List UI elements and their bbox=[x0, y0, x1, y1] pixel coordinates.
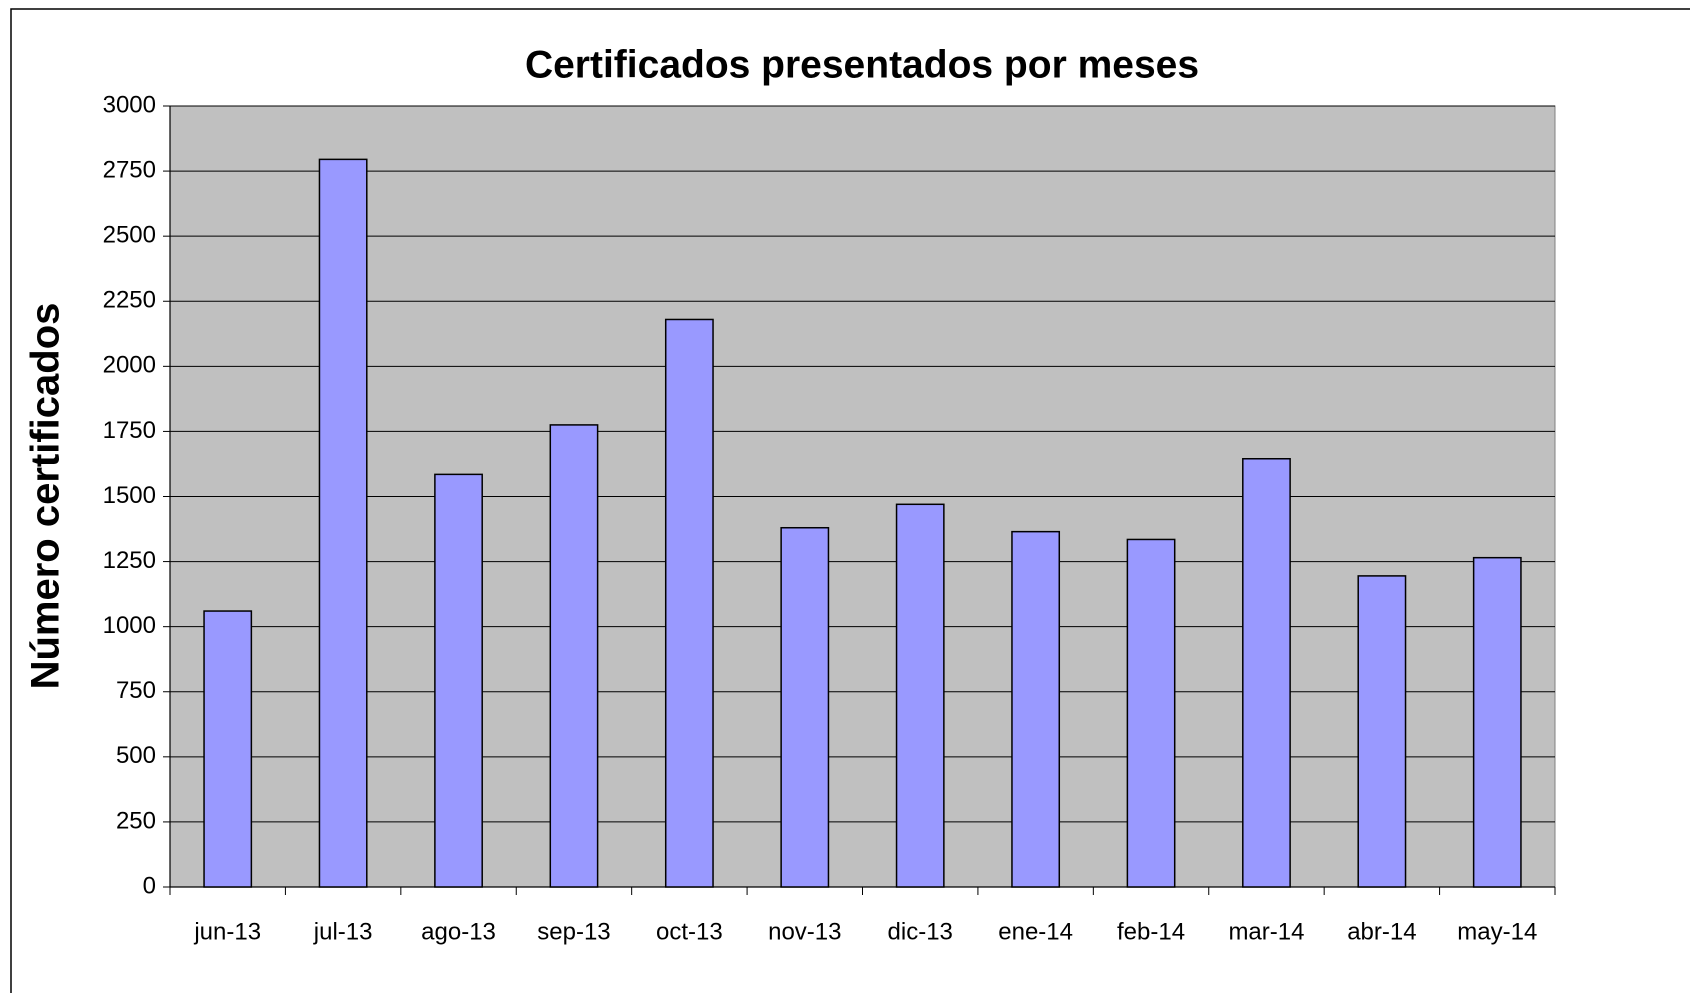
x-tick-label: abr-14 bbox=[1347, 918, 1416, 945]
bar bbox=[434, 473, 483, 888]
y-tick-label: 3000 bbox=[103, 91, 156, 118]
y-tick-label: 1250 bbox=[103, 547, 156, 574]
y-tick-label: 250 bbox=[116, 807, 156, 834]
x-tick-label: may-14 bbox=[1457, 918, 1537, 945]
x-tick-label: ago-13 bbox=[421, 918, 496, 945]
y-tick-label: 2750 bbox=[103, 156, 156, 183]
bar bbox=[318, 158, 368, 888]
bar bbox=[1357, 575, 1407, 888]
x-tick-label: sep-13 bbox=[537, 918, 610, 945]
bar bbox=[664, 318, 714, 888]
x-tick-label: ene-14 bbox=[998, 918, 1073, 945]
chart-title: Certificados presentados por meses bbox=[525, 43, 1199, 86]
y-tick-label: 750 bbox=[116, 677, 156, 704]
y-tick-label: 0 bbox=[143, 872, 156, 899]
x-tick-label: jun-13 bbox=[193, 918, 261, 945]
y-tick-label: 500 bbox=[116, 742, 156, 769]
bar bbox=[1126, 538, 1176, 888]
y-tick-label: 1000 bbox=[103, 612, 156, 639]
bar bbox=[203, 610, 253, 888]
x-tick-label: nov-13 bbox=[768, 918, 841, 945]
y-tick-label: 1750 bbox=[103, 417, 156, 444]
y-tick-label: 2250 bbox=[103, 287, 156, 314]
bar bbox=[1242, 458, 1291, 888]
x-tick-label: feb-14 bbox=[1117, 918, 1185, 945]
y-tick-label: 1500 bbox=[103, 482, 156, 509]
bar bbox=[780, 526, 830, 888]
x-tick-label: oct-13 bbox=[656, 918, 723, 945]
bar bbox=[549, 424, 599, 888]
x-tick-label: dic-13 bbox=[888, 918, 953, 945]
bar bbox=[1472, 556, 1522, 888]
x-tick-label: mar-14 bbox=[1228, 918, 1304, 945]
y-tick-label: 2500 bbox=[103, 222, 156, 249]
y-tick-label: 2000 bbox=[103, 352, 156, 379]
bar bbox=[1011, 530, 1061, 888]
bar bbox=[895, 503, 945, 888]
y-axis-label: Número certificados bbox=[24, 303, 68, 690]
x-tick-label: jul-13 bbox=[313, 918, 373, 945]
